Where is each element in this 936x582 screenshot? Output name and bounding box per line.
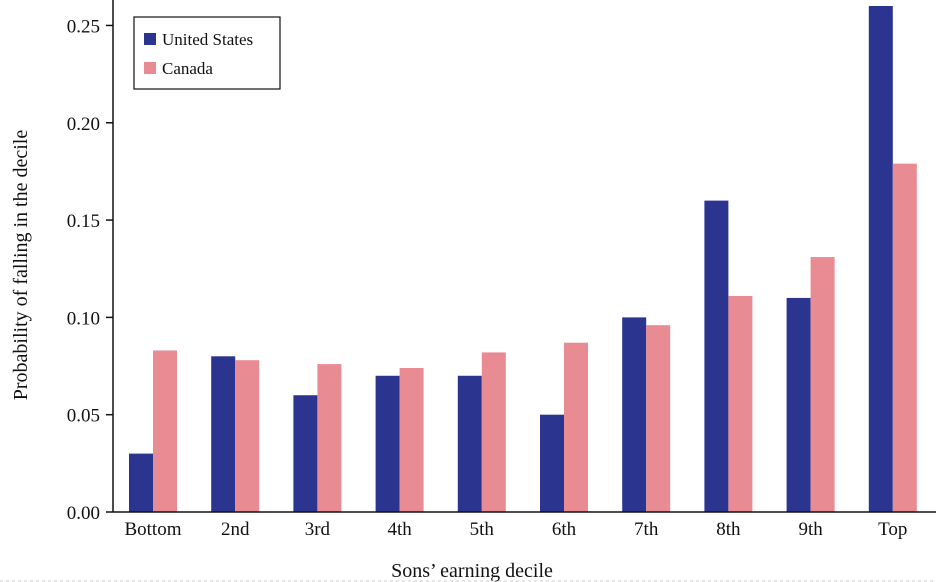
bar-canada (317, 364, 342, 512)
bar-united-states (868, 6, 893, 512)
legend-label-united-states: United States (162, 30, 253, 49)
bar-canada (564, 342, 588, 512)
x-ticks: Bottom 2nd 3rd 4th 5th 6th 7th 8th 9th Top (124, 519, 907, 540)
x-tick-label: Bottom (124, 519, 181, 540)
bar-united-states (457, 375, 482, 512)
bar-united-states (704, 200, 729, 512)
legend-swatch-united-states (144, 33, 156, 45)
bar-canada (153, 350, 177, 512)
axes (112, 0, 936, 513)
x-tick-label: 3rd (305, 519, 331, 540)
legend-label-canada: Canada (162, 59, 213, 78)
bar-united-states (540, 414, 564, 512)
y-tick-label: 0.15 (67, 211, 100, 232)
bar-united-states (293, 395, 318, 512)
y-tick-label: 0.10 (67, 308, 100, 329)
legend: United States Canada (133, 16, 281, 90)
bar-canada (235, 360, 260, 512)
bar-united-states (211, 356, 236, 512)
x-tick-label: 2nd (221, 519, 250, 540)
bars (129, 6, 917, 512)
legend-box (133, 16, 281, 90)
x-tick-label: 8th (716, 519, 741, 540)
bar-canada (810, 257, 835, 512)
bar-united-states (622, 317, 647, 512)
bar-united-states (375, 375, 400, 512)
legend-swatch-canada (144, 62, 156, 74)
bar-canada (399, 367, 424, 512)
x-tick-label: 6th (552, 519, 577, 540)
y-tick-label: 0.05 (67, 406, 100, 427)
x-axis-title: Sons’ earning decile (391, 560, 553, 582)
bar-canada (892, 163, 917, 512)
bar-canada (646, 325, 671, 512)
y-ticks: 0.00 0.05 0.10 0.15 0.20 0.25 (67, 16, 113, 524)
bar-united-states (129, 453, 153, 512)
bar-canada (728, 295, 753, 512)
bar-united-states (786, 297, 811, 512)
x-tick-label: 5th (470, 519, 495, 540)
y-tick-label: 0.25 (67, 16, 100, 37)
x-tick-label: 9th (798, 519, 823, 540)
y-tick-label: 0.00 (67, 503, 100, 524)
y-tick-label: 0.20 (67, 114, 100, 135)
x-tick-label: 4th (387, 519, 412, 540)
x-tick-label: Top (878, 519, 907, 540)
bar-canada (481, 352, 506, 512)
y-axis-title: Probability of falling in the decile (10, 130, 32, 401)
x-tick-label: 7th (634, 519, 659, 540)
